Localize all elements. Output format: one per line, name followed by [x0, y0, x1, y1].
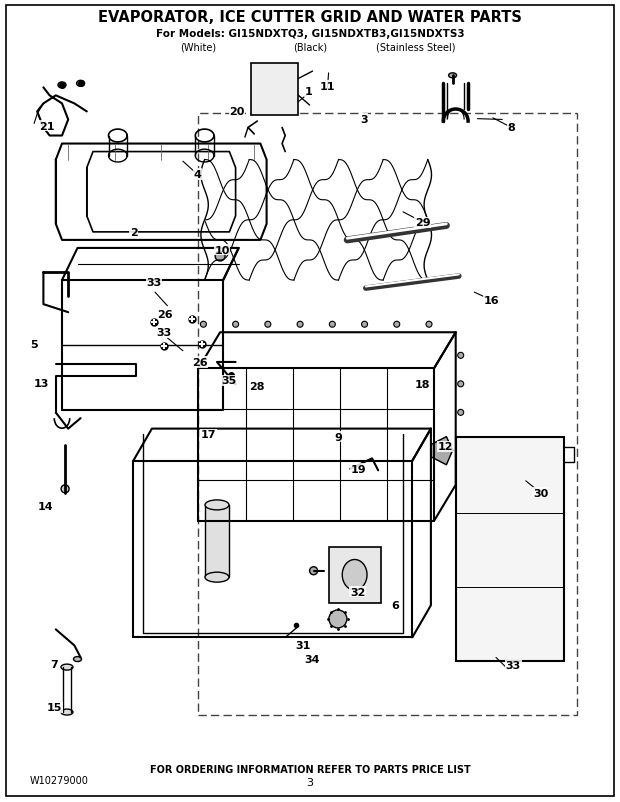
Ellipse shape: [342, 560, 367, 590]
Ellipse shape: [265, 322, 271, 328]
Ellipse shape: [458, 467, 464, 473]
Text: 28: 28: [249, 382, 265, 391]
Ellipse shape: [74, 657, 81, 662]
Text: EVAPORATOR, ICE CUTTER GRID AND WATER PARTS: EVAPORATOR, ICE CUTTER GRID AND WATER PA…: [98, 10, 522, 26]
Ellipse shape: [232, 322, 239, 328]
Ellipse shape: [200, 322, 206, 328]
Text: 3: 3: [306, 777, 314, 787]
Ellipse shape: [458, 410, 464, 415]
Text: 3: 3: [360, 115, 368, 124]
Ellipse shape: [449, 74, 456, 79]
Ellipse shape: [205, 500, 229, 510]
Ellipse shape: [329, 610, 347, 628]
Text: 26: 26: [192, 358, 208, 367]
Text: 33: 33: [157, 328, 172, 338]
Text: 11: 11: [320, 82, 335, 91]
Text: 29: 29: [415, 218, 431, 228]
Text: 31: 31: [295, 640, 310, 650]
Text: 32: 32: [350, 587, 365, 597]
Ellipse shape: [205, 573, 229, 582]
FancyBboxPatch shape: [456, 437, 564, 662]
Text: 30: 30: [533, 488, 548, 498]
Text: 2: 2: [130, 228, 138, 237]
Ellipse shape: [297, 322, 303, 328]
Text: 10: 10: [215, 245, 229, 255]
Text: 33: 33: [506, 661, 521, 670]
Bar: [205, 505, 229, 577]
Ellipse shape: [58, 83, 66, 89]
Text: 17: 17: [201, 430, 216, 439]
Ellipse shape: [77, 81, 84, 87]
Text: 16: 16: [484, 296, 500, 306]
Text: 7: 7: [51, 659, 58, 669]
Text: 5: 5: [30, 340, 38, 350]
Text: 1: 1: [305, 87, 312, 97]
Text: 4: 4: [193, 170, 201, 180]
Text: (Stainless Steel): (Stainless Steel): [376, 42, 455, 52]
Bar: [198, 114, 577, 715]
Ellipse shape: [458, 439, 464, 444]
Ellipse shape: [309, 567, 317, 575]
Text: (White): (White): [180, 42, 216, 52]
Text: (Black): (Black): [293, 42, 327, 52]
Text: 15: 15: [47, 703, 62, 712]
Ellipse shape: [394, 322, 400, 328]
Text: 21: 21: [38, 122, 55, 132]
Ellipse shape: [215, 252, 225, 261]
Text: 34: 34: [304, 654, 320, 664]
Text: 13: 13: [33, 379, 48, 388]
Ellipse shape: [426, 322, 432, 328]
Text: 12: 12: [437, 442, 453, 452]
Text: For Models: GI15NDXTQ3, GI15NDXTB3,GI15NDXTS3: For Models: GI15NDXTQ3, GI15NDXTB3,GI15N…: [156, 29, 464, 39]
Bar: [251, 64, 298, 116]
Text: 6: 6: [391, 601, 399, 610]
Ellipse shape: [61, 485, 69, 493]
Ellipse shape: [458, 496, 464, 501]
Bar: [329, 547, 381, 603]
Text: 18: 18: [415, 380, 430, 390]
Ellipse shape: [361, 322, 368, 328]
Ellipse shape: [458, 353, 464, 358]
Text: 19: 19: [350, 464, 366, 474]
Ellipse shape: [61, 664, 73, 670]
Text: 9: 9: [334, 432, 342, 442]
Text: 35: 35: [222, 376, 237, 386]
Text: 14: 14: [37, 502, 53, 512]
Ellipse shape: [61, 709, 73, 715]
Text: 26: 26: [157, 310, 173, 319]
Bar: [268, 100, 278, 112]
Bar: [254, 100, 264, 112]
Polygon shape: [431, 437, 453, 465]
Text: FOR ORDERING INFORMATION REFER TO PARTS PRICE LIST: FOR ORDERING INFORMATION REFER TO PARTS …: [149, 764, 471, 774]
Text: W10279000: W10279000: [30, 775, 89, 785]
Ellipse shape: [329, 322, 335, 328]
Ellipse shape: [458, 382, 464, 387]
Bar: [282, 100, 292, 112]
Text: 20: 20: [229, 107, 244, 117]
Text: 8: 8: [508, 124, 515, 133]
Text: 33: 33: [146, 277, 161, 287]
